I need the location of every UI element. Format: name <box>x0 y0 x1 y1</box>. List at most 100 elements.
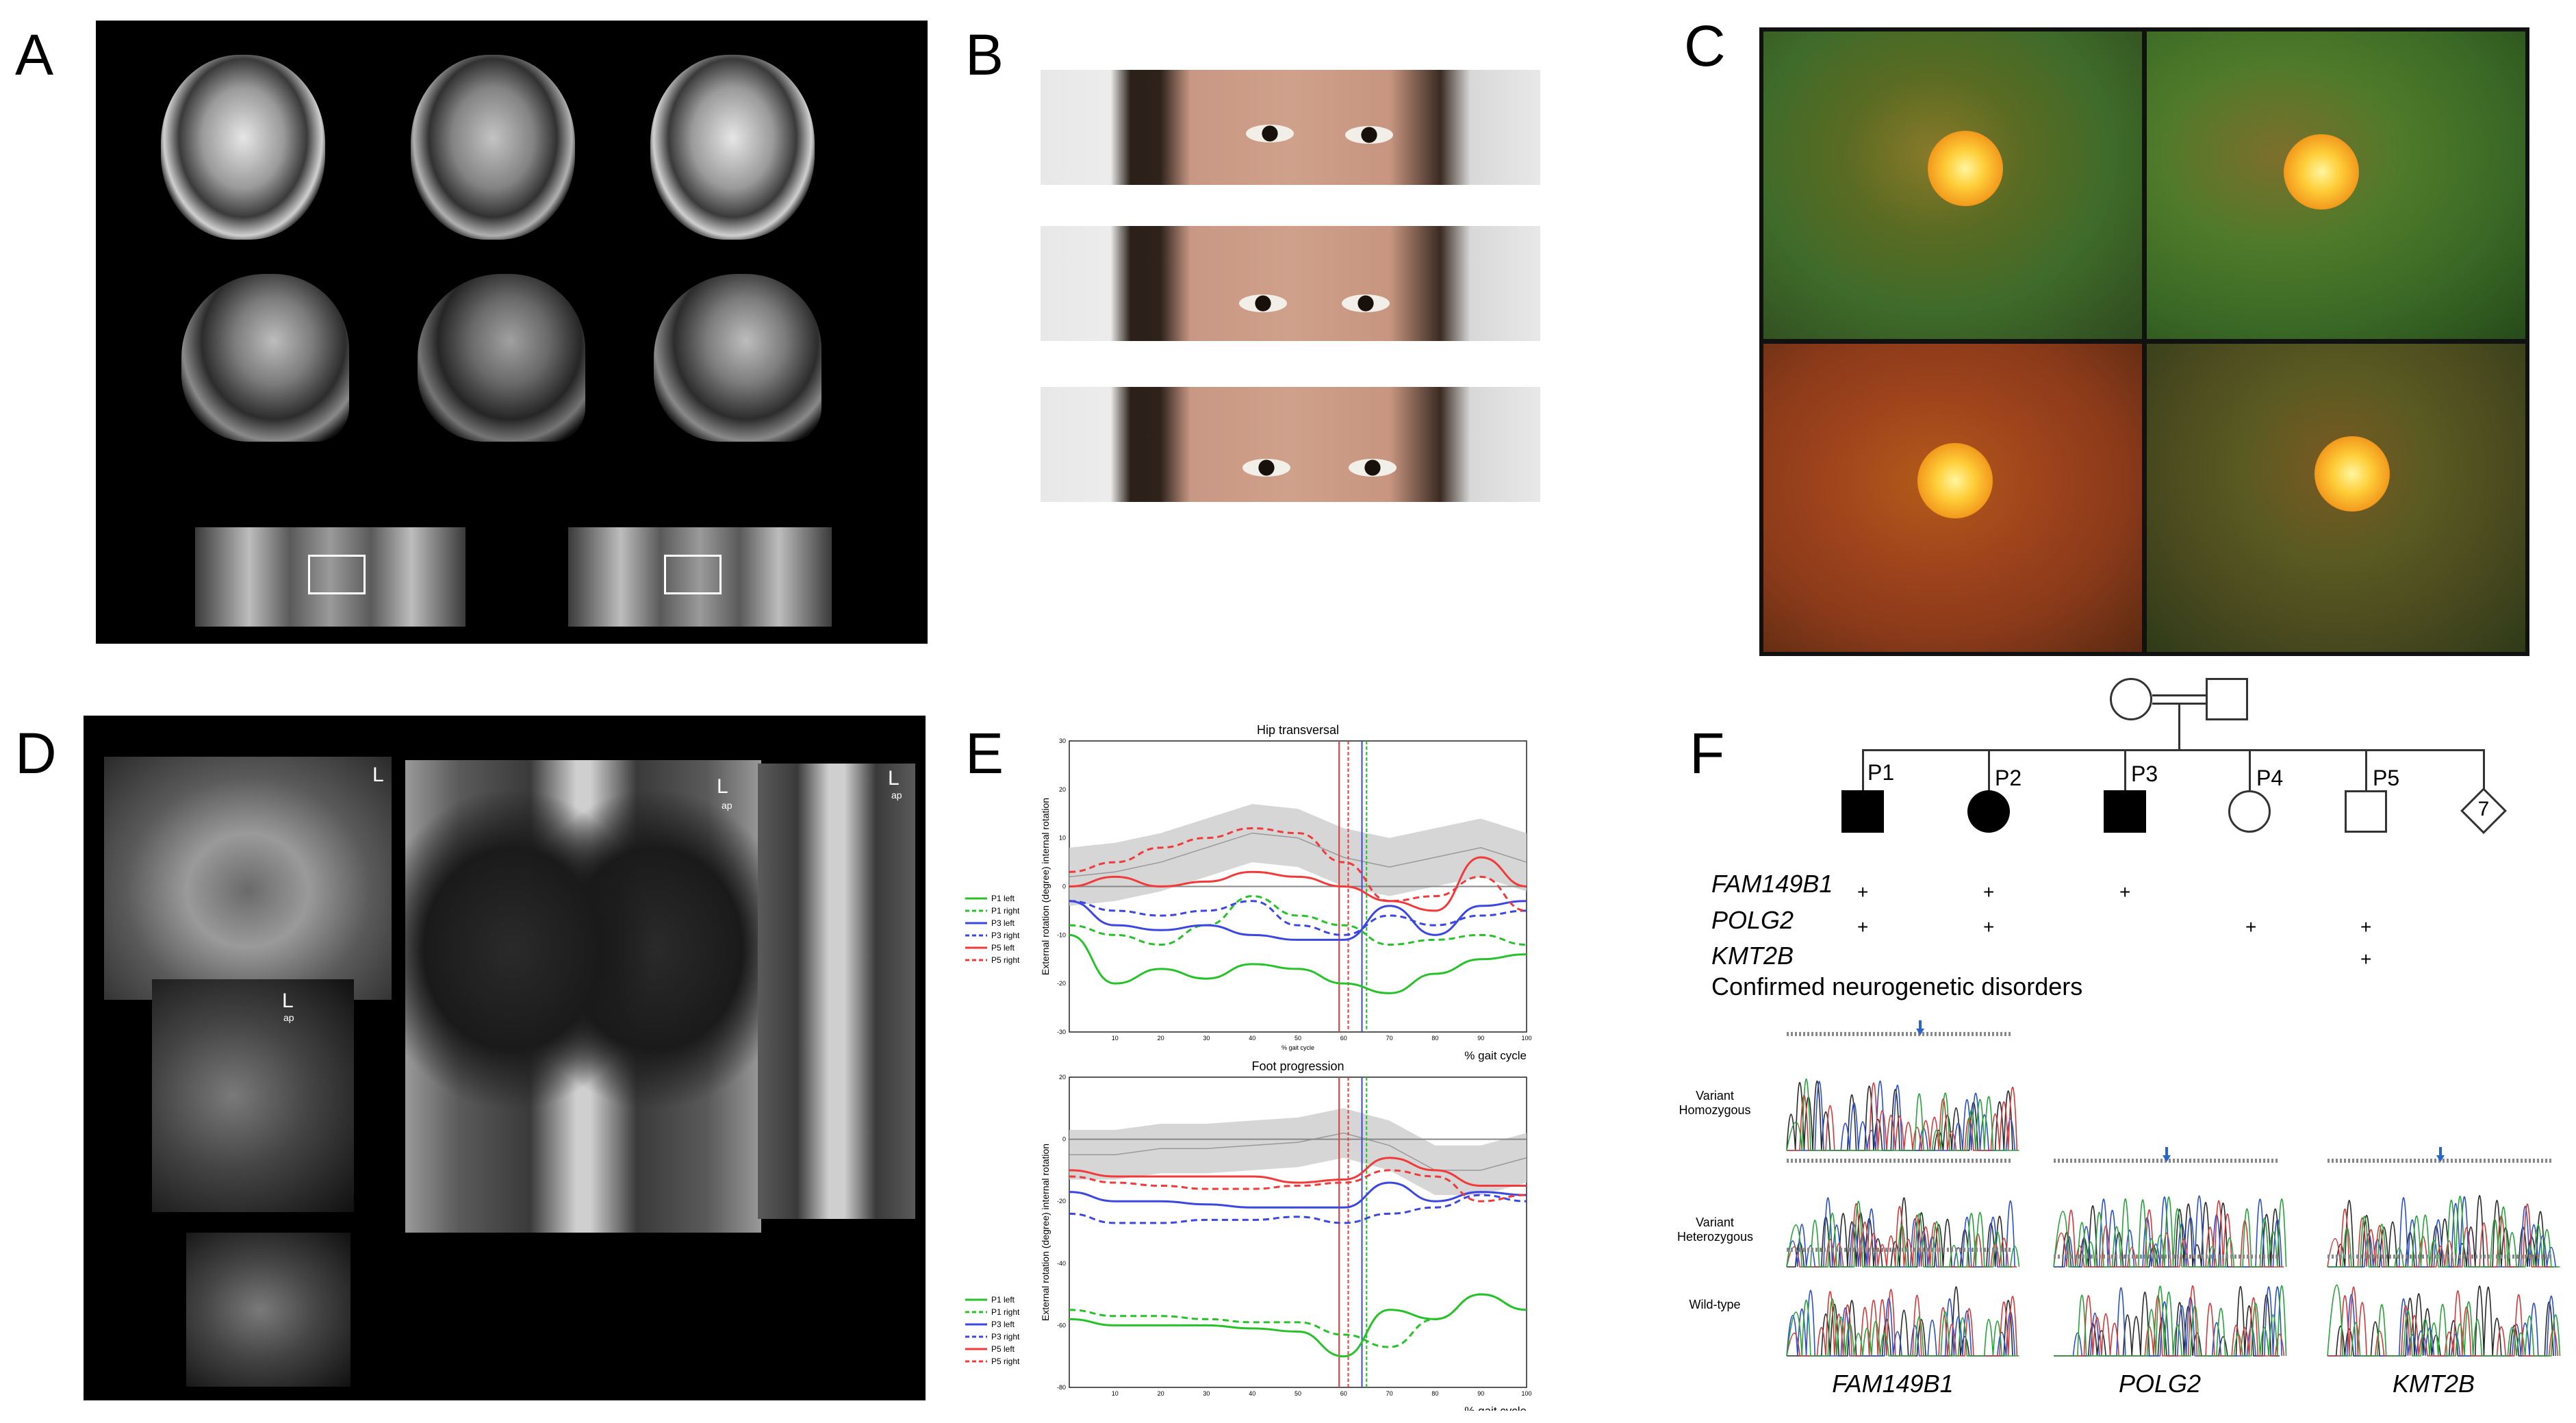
series-line <box>1069 1293 1527 1348</box>
chromatogram-trace <box>1786 1289 2015 1357</box>
eye-photo-1 <box>1041 70 1540 185</box>
plus-mark: + <box>1857 916 1869 937</box>
legend-label: P5 right <box>991 955 1020 965</box>
series-line <box>1069 856 1527 912</box>
xray-hand-2 <box>186 1233 350 1387</box>
sequencing-chromatograms <box>1786 1020 2561 1357</box>
panel-label-d: D <box>15 721 57 785</box>
descent-line <box>2249 749 2251 790</box>
gene-label: KMT2B <box>1711 942 1794 970</box>
fundus-image-3 <box>1763 344 2142 652</box>
optic-disc <box>2284 134 2359 210</box>
pedigree-sibling-count: 7 <box>2477 798 2490 820</box>
series-line <box>1069 1293 1527 1358</box>
mri-coronal-2 <box>568 527 832 627</box>
x-tick-label: 70 <box>1386 1035 1393 1042</box>
chromatogram-trace <box>1787 1286 2013 1357</box>
x-tick-label: 40 <box>1249 1035 1255 1042</box>
x-tick-label: 50 <box>1295 1035 1301 1042</box>
series-line <box>1069 1157 1527 1187</box>
y-tick-label: -20 <box>1057 980 1066 987</box>
descent-line <box>2178 703 2180 750</box>
chromatogram-trace <box>2328 1286 2559 1357</box>
mri-panel <box>96 21 928 644</box>
x-tick-label: 30 <box>1203 1035 1210 1042</box>
eye-icon <box>1342 294 1390 312</box>
y-axis-label: External rotation (degree) internal rota… <box>1040 798 1051 975</box>
descent-line <box>2483 749 2485 790</box>
chromatogram-trace <box>2054 1285 2287 1357</box>
panel-label-b: B <box>965 23 1004 87</box>
mri-sagittal-1 <box>181 274 349 442</box>
descent-line <box>2124 749 2126 790</box>
legend-label: P5 right <box>991 1357 1020 1366</box>
chromatogram-trace <box>2053 1196 2287 1268</box>
chromatogram-trace <box>1786 1079 2019 1151</box>
x-tick-label: 20 <box>1158 1390 1164 1397</box>
x-tick-label: 60 <box>1340 1035 1347 1042</box>
fundus-image-2 <box>2147 32 2525 339</box>
pedigree-label: P5 <box>2373 766 2400 790</box>
mri-region-box <box>664 555 722 594</box>
plus-mark: + <box>2360 948 2372 970</box>
legend-label: P1 right <box>991 906 1020 916</box>
xray-hand-1: L ap <box>152 979 354 1212</box>
xray-side-label: L <box>888 767 900 790</box>
series-line <box>1069 900 1527 941</box>
mri-axial-3 <box>650 55 815 240</box>
y-tick-label: 30 <box>1059 738 1066 744</box>
chromatogram-trace <box>1786 1298 2019 1357</box>
sibship-line <box>1862 749 2483 751</box>
chromatogram-trace <box>1787 1082 2018 1151</box>
mri-axial-1 <box>161 55 325 240</box>
x-tick-label: 50 <box>1295 1390 1301 1397</box>
xray-panel: L L ap L ap L ap <box>84 716 926 1400</box>
descent-line <box>1988 749 1990 790</box>
fundus-image-4 <box>2147 344 2525 652</box>
legend-label: P3 right <box>991 1332 1020 1342</box>
gene-bottom-label: KMT2B <box>2392 1370 2475 1398</box>
pedigree-father <box>2206 678 2248 720</box>
x-tick-label: 10 <box>1112 1035 1119 1042</box>
fundus-panel <box>1759 27 2529 656</box>
xray-side-label: L <box>282 990 294 1012</box>
pedigree-affected-female <box>1967 790 2010 833</box>
mri-coronal-1 <box>195 527 466 627</box>
variant-arrow-icon <box>2163 1155 2171 1162</box>
chromatogram-trace <box>2327 1284 2561 1357</box>
x-tick-label: 70 <box>1386 1390 1393 1397</box>
y-tick-label: 0 <box>1062 1136 1066 1143</box>
chromatogram-trace <box>2054 1285 2285 1357</box>
y-tick-label: -10 <box>1057 931 1066 938</box>
panel-label-a: A <box>15 23 54 87</box>
legend-label: P1 left <box>991 1295 1015 1305</box>
x-tick-label: 100 <box>1521 1035 1531 1042</box>
xray-view-label: ap <box>891 790 902 801</box>
pedigree-mother <box>2110 678 2152 720</box>
y-axis-label: External rotation (degree) internal rota… <box>1040 1144 1051 1321</box>
chromatogram-trace <box>1786 1200 2020 1268</box>
xray-pelvis: L <box>104 757 392 1000</box>
legend-label: P3 right <box>991 931 1020 940</box>
chart-title: Foot progression <box>1251 1059 1344 1073</box>
eye-icon <box>1242 459 1290 477</box>
xray-view-label: ap <box>283 1012 294 1023</box>
xray-spine: L ap <box>758 764 915 1219</box>
x-tick-label: 30 <box>1203 1390 1210 1397</box>
x-axis-label: % gait cycle <box>1464 1049 1527 1062</box>
x-tick-label: 40 <box>1249 1390 1255 1397</box>
series-line <box>1069 1194 1527 1224</box>
legend-label: P5 left <box>991 943 1015 953</box>
series-line <box>1069 895 1527 946</box>
eye-photo-3 <box>1041 387 1540 502</box>
gene-label: FAM149B1 <box>1711 870 1833 898</box>
series-line <box>1069 933 1527 994</box>
y-tick-label: 0 <box>1062 883 1066 890</box>
descent-line <box>2365 749 2367 790</box>
optic-disc <box>1928 131 2003 206</box>
chromatogram-trace <box>1786 1289 2018 1357</box>
pedigree-label: P1 <box>1867 760 1895 785</box>
pedigree-label: P2 <box>1995 766 2022 790</box>
variant-arrow-icon <box>1916 1029 1924 1035</box>
x-tick-label: 80 <box>1431 1035 1438 1042</box>
